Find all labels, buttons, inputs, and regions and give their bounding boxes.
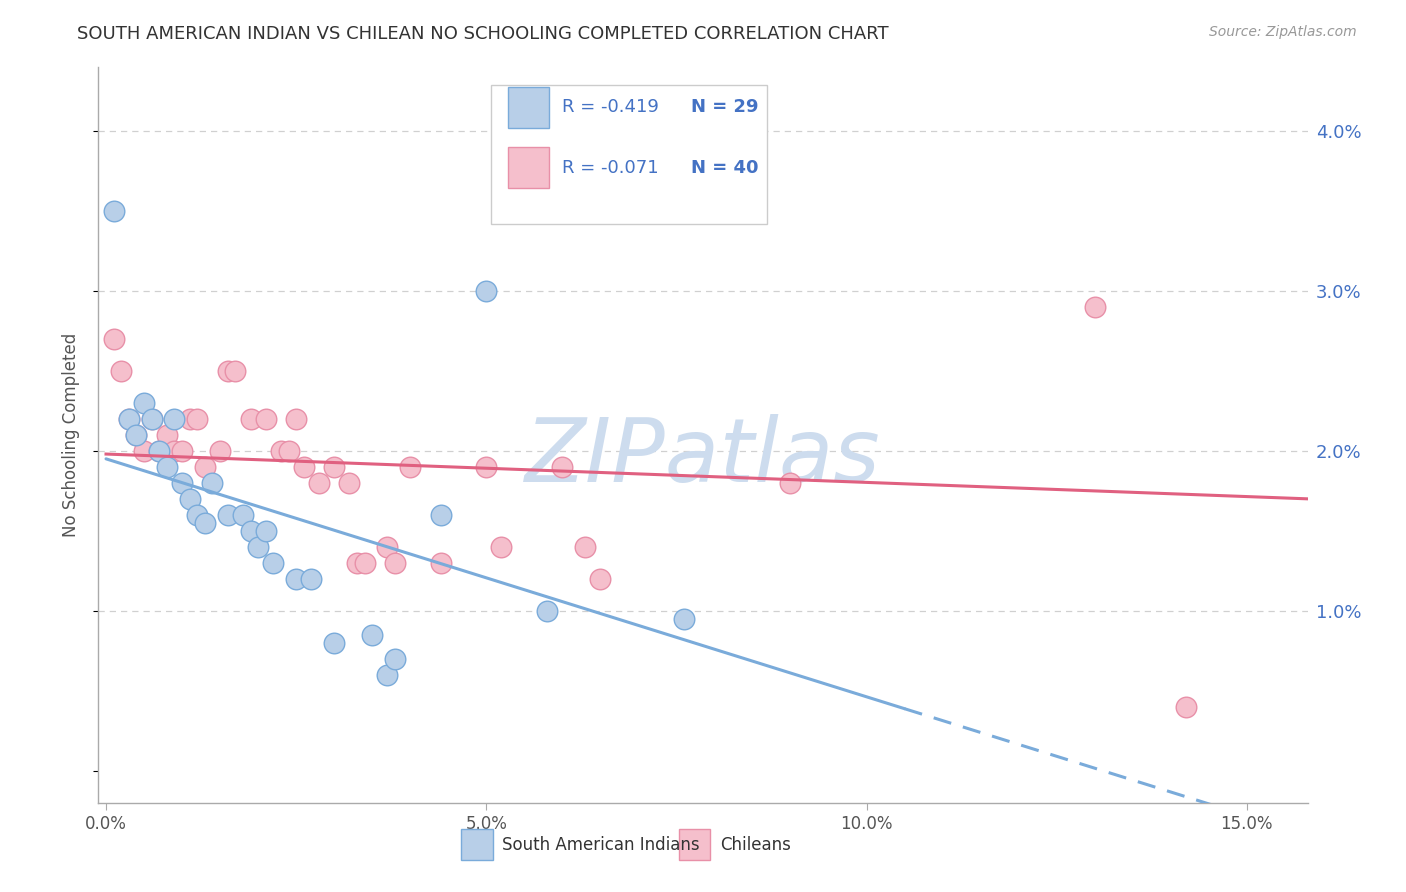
Point: [156, 427, 179, 442]
Point: [156, 459, 179, 474]
Point: [1174, 699, 1197, 714]
Point: [132, 396, 155, 410]
Text: ZIPatlas: ZIPatlas: [526, 414, 880, 500]
Bar: [509, 87, 550, 128]
Point: [125, 427, 148, 442]
Point: [346, 556, 368, 570]
Point: [377, 540, 399, 554]
Point: [170, 443, 193, 458]
Point: [337, 475, 360, 490]
Point: [384, 652, 406, 666]
Point: [779, 475, 801, 490]
Point: [384, 556, 406, 570]
Point: [232, 508, 254, 522]
Point: [148, 443, 170, 458]
Y-axis label: No Schooling Completed: No Schooling Completed: [62, 333, 80, 537]
Point: [429, 556, 451, 570]
Point: [323, 459, 346, 474]
Point: [186, 412, 208, 426]
Text: Chileans: Chileans: [720, 837, 790, 855]
Point: [163, 412, 186, 426]
Text: South American Indians: South American Indians: [502, 837, 700, 855]
Bar: [509, 147, 550, 188]
Point: [589, 572, 612, 586]
Point: [551, 459, 574, 474]
Point: [299, 572, 322, 586]
Point: [217, 508, 239, 522]
Point: [491, 540, 513, 554]
Point: [254, 412, 277, 426]
Point: [103, 203, 125, 218]
Point: [125, 427, 148, 442]
Point: [353, 556, 375, 570]
Point: [141, 412, 163, 426]
Point: [399, 459, 422, 474]
FancyBboxPatch shape: [492, 86, 768, 225]
Text: R = -0.071: R = -0.071: [561, 159, 658, 177]
Point: [118, 412, 141, 426]
Point: [179, 491, 201, 506]
Text: N = 29: N = 29: [690, 98, 758, 116]
Point: [163, 443, 186, 458]
Point: [277, 443, 299, 458]
Point: [292, 459, 315, 474]
Text: R = -0.419: R = -0.419: [561, 98, 658, 116]
Point: [179, 412, 201, 426]
Bar: [461, 830, 492, 860]
Point: [323, 636, 346, 650]
Point: [201, 475, 224, 490]
Point: [148, 443, 170, 458]
Point: [239, 524, 262, 538]
Point: [475, 284, 498, 298]
Point: [194, 516, 217, 530]
Point: [254, 524, 277, 538]
Point: [308, 475, 330, 490]
Point: [247, 540, 270, 554]
Point: [574, 540, 596, 554]
Text: Source: ZipAtlas.com: Source: ZipAtlas.com: [1209, 25, 1357, 39]
Point: [475, 459, 498, 474]
Point: [194, 459, 217, 474]
Point: [513, 203, 536, 218]
Point: [132, 443, 155, 458]
Point: [103, 332, 125, 346]
Point: [170, 475, 193, 490]
Point: [110, 364, 132, 378]
Point: [270, 443, 292, 458]
Point: [672, 612, 695, 626]
Text: N = 40: N = 40: [690, 159, 758, 177]
Bar: [679, 830, 710, 860]
Point: [217, 364, 239, 378]
Point: [141, 412, 163, 426]
Point: [1084, 300, 1107, 314]
Point: [361, 628, 384, 642]
Point: [186, 508, 208, 522]
Point: [118, 412, 141, 426]
Point: [224, 364, 246, 378]
Point: [429, 508, 451, 522]
Point: [536, 604, 558, 618]
Point: [377, 668, 399, 682]
Point: [209, 443, 232, 458]
Point: [285, 412, 308, 426]
Text: SOUTH AMERICAN INDIAN VS CHILEAN NO SCHOOLING COMPLETED CORRELATION CHART: SOUTH AMERICAN INDIAN VS CHILEAN NO SCHO…: [77, 25, 889, 43]
Point: [262, 556, 284, 570]
Point: [239, 412, 262, 426]
Point: [285, 572, 308, 586]
